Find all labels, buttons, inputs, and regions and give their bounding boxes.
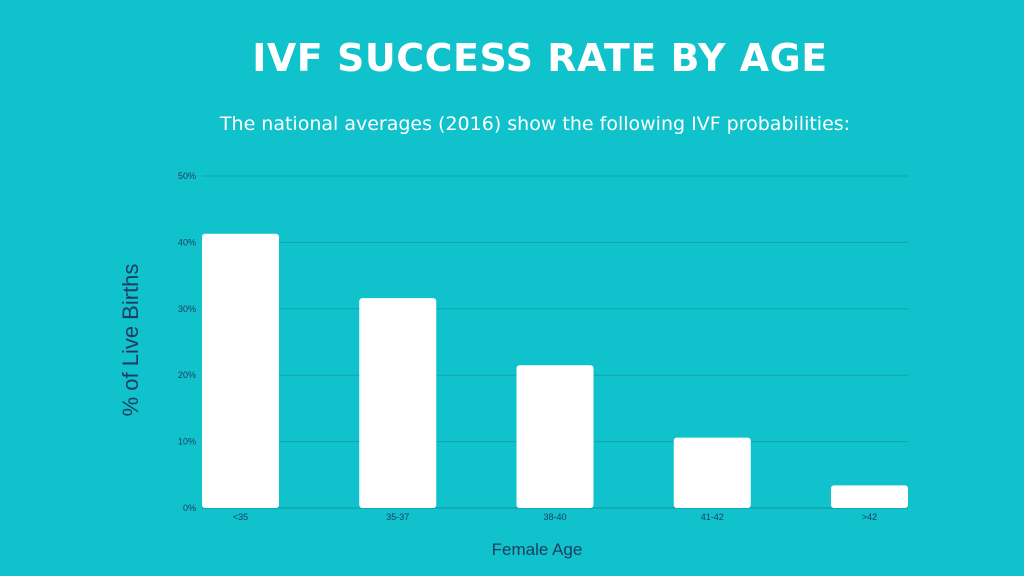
y-axis-label: % of Live Births — [118, 264, 143, 417]
x-tick-label: 38-40 — [543, 512, 566, 522]
x-tick-label: <35 — [233, 512, 248, 522]
bar — [516, 365, 594, 508]
y-tick-label: 0% — [183, 503, 196, 513]
x-axis-label: Female Age — [492, 540, 583, 559]
bar — [831, 485, 908, 508]
y-tick-label: 40% — [178, 237, 196, 247]
y-tick-label: 10% — [178, 437, 196, 447]
chart-title: IVF SUCCESS RATE BY AGE — [252, 36, 828, 80]
bars — [202, 233, 908, 508]
bar — [359, 298, 437, 508]
x-tick-label: 35-37 — [386, 512, 409, 522]
bar — [673, 437, 751, 508]
chart-subtitle: The national averages (2016) show the fo… — [219, 113, 851, 135]
x-tick-label: 41-42 — [701, 512, 724, 522]
x-tick-label: >42 — [862, 512, 877, 522]
bar — [202, 233, 279, 508]
y-tick-label: 50% — [178, 171, 196, 181]
x-tick-labels: <35 35-37 38-40 41-42 >42 — [233, 512, 877, 522]
y-tick-label: 20% — [178, 370, 196, 380]
y-tick-label: 30% — [178, 304, 196, 314]
y-tick-labels: 0% 10% 20% 30% 40% 50% — [178, 171, 196, 513]
